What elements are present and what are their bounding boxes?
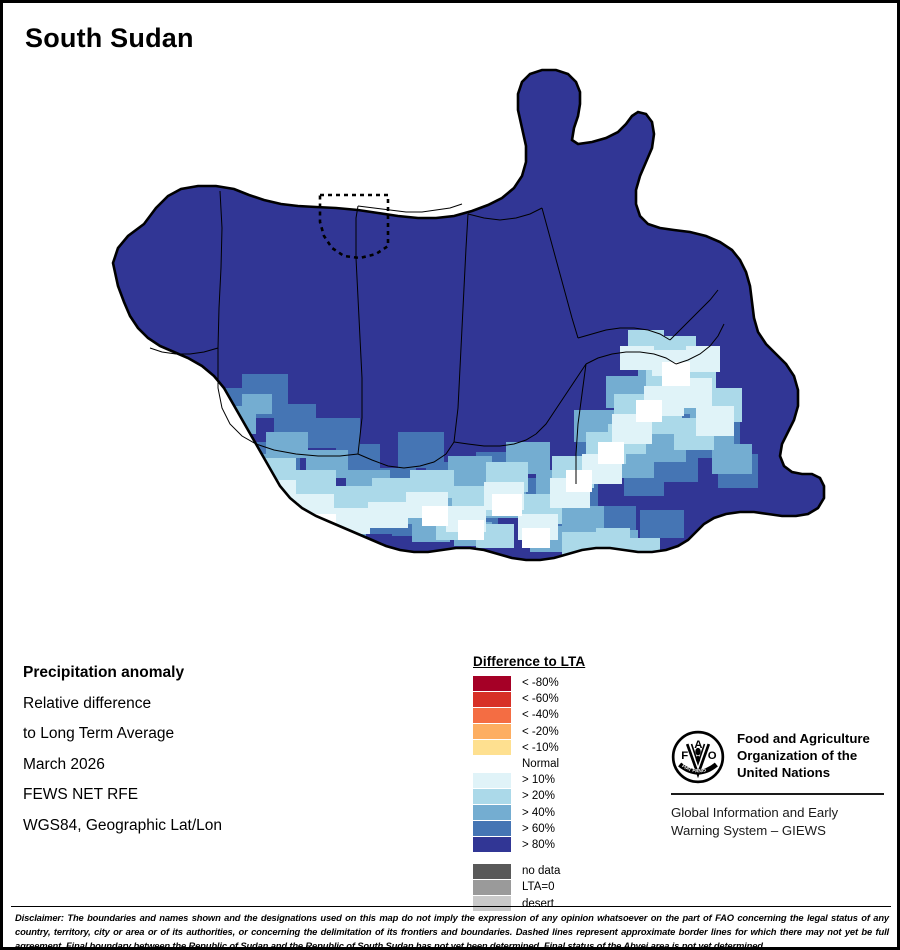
caption-line-5: FEWS NET RFE (23, 786, 139, 803)
legend-swatch (473, 805, 511, 821)
legend-item[interactable]: < -10% (473, 740, 663, 756)
legend-item[interactable]: < -40% (473, 707, 663, 723)
fao-logo-icon: F A O FIAT PANIS (671, 730, 725, 784)
fao-branding: F A O FIAT PANIS Food and Agriculture Or… (671, 730, 886, 840)
legend-item[interactable]: > 40% (473, 805, 663, 821)
legend-swatch (473, 757, 511, 772)
legend-item-lta-zero[interactable]: LTA=0 (473, 879, 663, 895)
legend-item[interactable]: > 10% (473, 772, 663, 788)
svg-text:A: A (694, 739, 702, 751)
legend-label: > 60% (522, 822, 555, 835)
legend-swatch (473, 863, 511, 879)
legend-item[interactable]: < -60% (473, 691, 663, 707)
legend-label: < -10% (522, 741, 559, 754)
caption-line-4: March 2026 (23, 755, 105, 773)
legend-swatch (473, 707, 511, 723)
legend-item[interactable]: > 80% (473, 837, 663, 853)
svg-text:F: F (681, 750, 688, 762)
legend-label: < -20% (522, 725, 559, 738)
legend-label: < -60% (522, 693, 559, 706)
legend-item[interactable]: < -80% (473, 675, 663, 691)
giews-line-2: Warning System – GIEWS (671, 823, 826, 838)
fao-name-line-2: Organization of the (737, 748, 858, 763)
legend-item[interactable]: > 20% (473, 788, 663, 804)
legend-label: > 80% (522, 838, 555, 851)
map-canvas[interactable] (6, 58, 900, 638)
map-caption: Precipitation anomaly Relative differenc… (23, 658, 323, 841)
legend-label: < -40% (522, 709, 559, 722)
legend-item[interactable]: > 60% (473, 821, 663, 837)
legend-swatch (473, 821, 511, 837)
legend-label: desert (522, 897, 554, 910)
fao-header: F A O FIAT PANIS Food and Agriculture Or… (671, 730, 886, 784)
raster-precipitation-cells (113, 70, 824, 560)
giews-line-1: Global Information and Early (671, 805, 839, 820)
legend-swatch (473, 788, 511, 804)
fao-name-line-1: Food and Agriculture (737, 731, 870, 746)
page-title: South Sudan (25, 23, 194, 53)
legend-item[interactable]: < -20% (473, 724, 663, 740)
caption-line-3: to Long Term Average (23, 725, 175, 742)
giews-programme-name: Global Information and Early Warning Sys… (671, 804, 886, 840)
svg-text:O: O (708, 750, 717, 762)
legend-swatch (473, 675, 511, 691)
state-boundaries (149, 190, 725, 484)
legend-item-desert[interactable]: desert (473, 895, 663, 912)
legend-title: Difference to LTA (473, 654, 586, 669)
legend: Difference to LTA < -80% < -60% < -40% <… (473, 654, 663, 912)
south-sudan-choropleth[interactable] (6, 58, 900, 638)
fao-organization-name: Food and Agriculture Organization of the… (737, 730, 870, 781)
legend-swatch (473, 879, 511, 895)
caption-line-2: Relative difference (23, 694, 152, 712)
legend-label: > 40% (522, 806, 555, 819)
abyei-dashed-boundary (318, 193, 390, 260)
legend-label: < -80% (522, 677, 559, 690)
legend-label: > 10% (522, 774, 555, 787)
legend-swatch (473, 724, 511, 740)
disclaimer-text: Disclaimer: The boundaries and names sho… (15, 912, 889, 950)
legend-swatch (473, 772, 511, 788)
legend-label: no data (522, 865, 561, 878)
legend-swatch (473, 896, 511, 912)
negative-anomaly-patch (306, 548, 356, 560)
caption-line-6: WGS84, Geographic Lat/Lon (23, 816, 223, 834)
legend-swatch (473, 837, 511, 853)
legend-item-no-data[interactable]: no data (473, 863, 663, 879)
fao-divider (671, 793, 884, 795)
legend-label: Normal (522, 758, 560, 771)
legend-label: LTA=0 (522, 881, 555, 894)
legend-divider (473, 853, 663, 863)
disclaimer-divider (11, 906, 891, 907)
national-boundary (111, 68, 826, 562)
caption-line-1: Precipitation anomaly (23, 664, 185, 681)
legend-swatch (473, 691, 511, 707)
legend-item-normal[interactable]: Normal (473, 756, 663, 772)
legend-label: > 20% (522, 790, 555, 803)
legend-swatch (473, 740, 511, 756)
fao-name-line-3: United Nations (737, 765, 831, 780)
